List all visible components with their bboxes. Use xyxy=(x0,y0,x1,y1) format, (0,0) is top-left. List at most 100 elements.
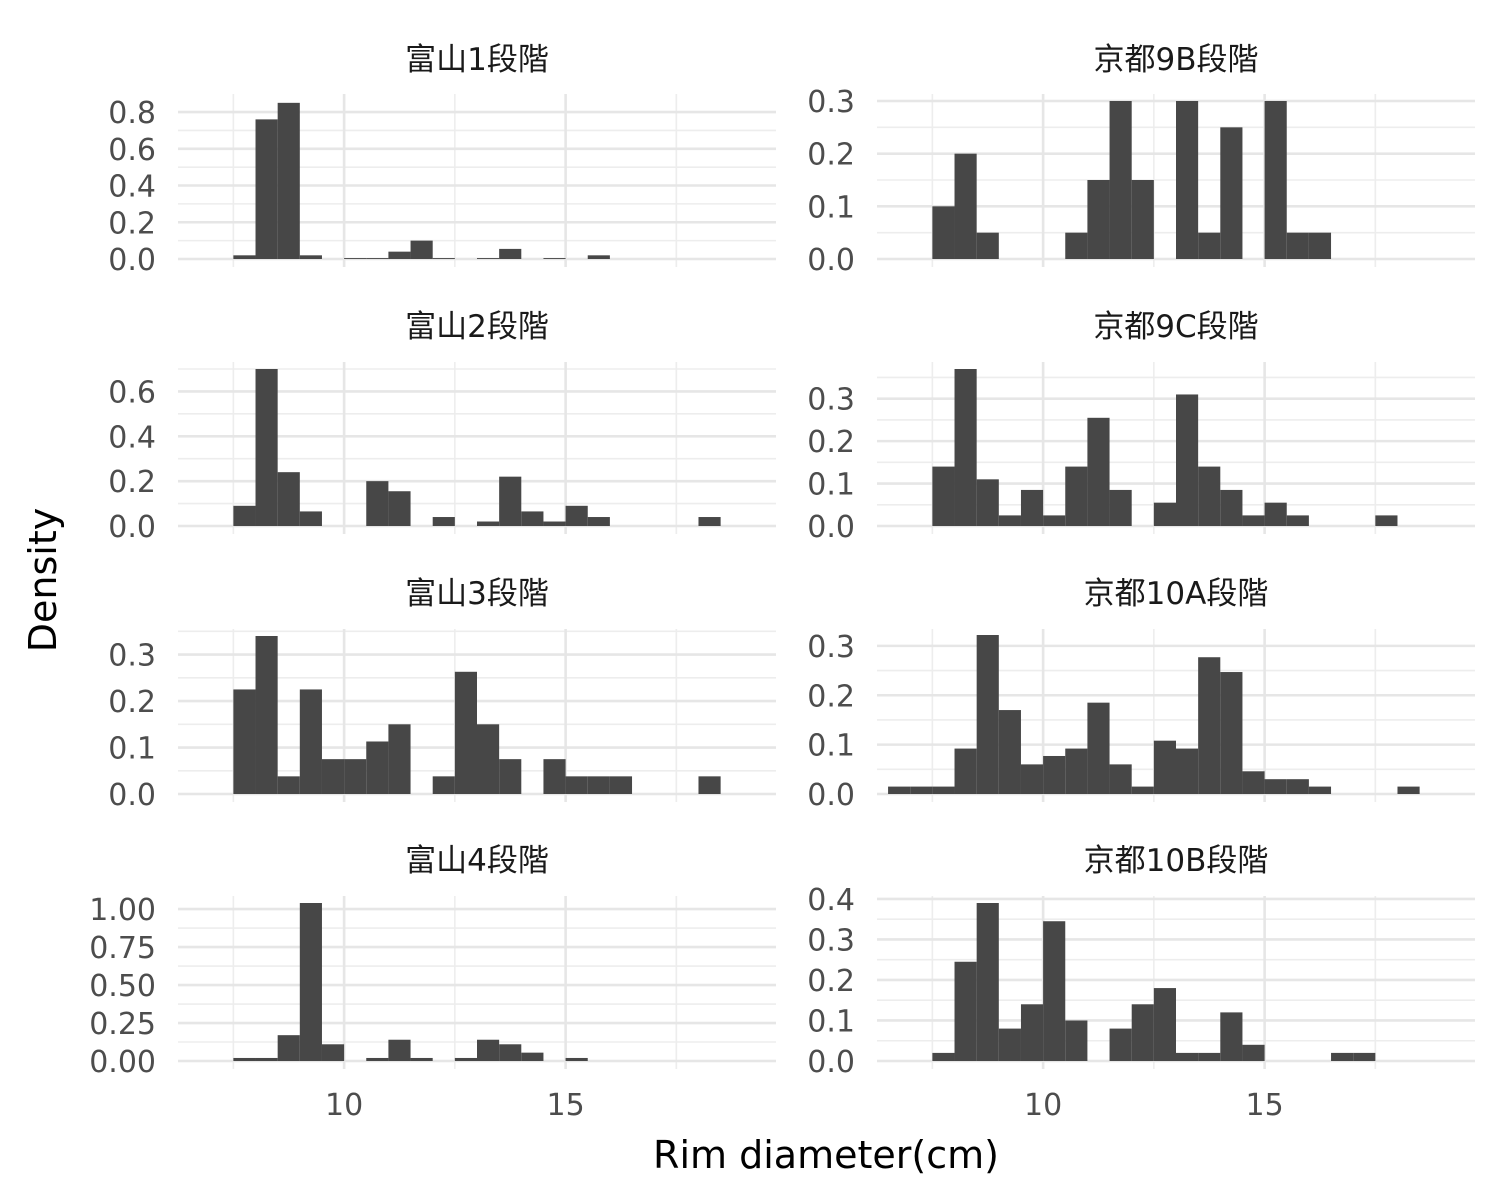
histogram-bar xyxy=(1242,771,1265,794)
histogram-bar xyxy=(1065,466,1088,526)
panel-0: 0.00.20.40.60.8 富山1段階 xyxy=(108,42,776,278)
histogram-bar xyxy=(1065,748,1088,794)
histogram-bar xyxy=(1198,232,1221,259)
histogram-bar xyxy=(1264,502,1287,526)
histogram-bar xyxy=(410,240,433,259)
histogram-bar xyxy=(1176,101,1199,259)
histogram-bar xyxy=(1176,394,1199,526)
histogram-bar xyxy=(255,119,278,259)
histogram-bar xyxy=(277,472,300,526)
histogram-bar xyxy=(366,1057,389,1061)
histogram-bar xyxy=(1109,764,1132,794)
histogram-bar xyxy=(344,258,367,259)
histogram-bar xyxy=(954,153,977,259)
histogram-bar xyxy=(477,258,500,259)
histogram-bar xyxy=(1065,1020,1088,1061)
histogram-bar xyxy=(1087,180,1110,259)
histogram-bar xyxy=(954,748,977,794)
histogram-bar xyxy=(277,102,300,259)
histogram-bar xyxy=(698,517,721,526)
histogram-bar xyxy=(1176,1052,1199,1061)
histogram-bar xyxy=(910,786,933,794)
histogram-bar xyxy=(366,481,389,526)
histogram-bar xyxy=(932,206,955,259)
histogram-bar xyxy=(932,1052,955,1061)
histogram-bar xyxy=(1220,672,1243,794)
histogram-bar xyxy=(565,1057,588,1061)
histogram-bar xyxy=(1065,232,1088,259)
histogram-bar xyxy=(1308,232,1332,259)
histogram-bar xyxy=(954,369,977,526)
histogram-bar xyxy=(1153,740,1176,794)
y-tick-label: 0.2 xyxy=(108,465,156,500)
histogram-bar xyxy=(321,759,345,794)
histogram-bar xyxy=(344,759,367,794)
histogram-bar xyxy=(1020,764,1044,794)
panel-title: 京都9B段階 xyxy=(1094,42,1259,78)
histogram-bar xyxy=(388,251,411,259)
histogram-bar xyxy=(565,505,588,526)
panel-title: 京都10A段階 xyxy=(1084,576,1269,612)
histogram-bar xyxy=(499,1044,522,1061)
histogram-bar xyxy=(1087,702,1110,794)
y-axis-title: Density xyxy=(21,508,65,652)
panel-2: 0.0 0.2 0.4 0.6 富山2段階 xyxy=(108,309,776,545)
y-tick-label: 0.2 xyxy=(807,138,855,173)
histogram-bar xyxy=(499,759,522,794)
panel-title: 京都9C段階 xyxy=(1093,309,1258,345)
histogram-bar xyxy=(410,1057,433,1061)
y-tick-label: 0.2 xyxy=(807,425,855,460)
y-tick-label: 0.4 xyxy=(108,170,156,205)
histogram-bar xyxy=(1109,101,1132,259)
histogram-bar xyxy=(499,476,522,526)
y-tick-label: 0.3 xyxy=(108,639,156,674)
y-tick-label: 0.50 xyxy=(89,969,156,1004)
histogram-bar xyxy=(976,232,999,259)
histogram-bar xyxy=(1198,657,1221,794)
panel-title: 富山4段階 xyxy=(405,843,549,879)
panel-title: 京都10B段階 xyxy=(1084,843,1269,879)
histogram-bar xyxy=(1153,988,1176,1061)
histogram-bar xyxy=(932,786,955,794)
histogram-bar xyxy=(1020,1004,1044,1061)
histogram-bar xyxy=(366,258,389,259)
y-tick-label: 0.1 xyxy=(807,190,855,225)
y-tick-label: 0.2 xyxy=(108,685,156,720)
histogram-bar xyxy=(1153,502,1176,526)
histogram-bar xyxy=(477,521,500,526)
histogram-bar xyxy=(299,689,322,794)
histogram-bar xyxy=(1331,1052,1354,1061)
histogram-bar xyxy=(932,466,955,526)
histogram-bar xyxy=(1109,489,1132,526)
panel-1: 0.0 0.1 0.2 0.3 京都9B段階 xyxy=(807,42,1475,278)
y-tick-label: 0.1 xyxy=(108,732,156,767)
histogram-bar xyxy=(1264,779,1287,794)
histogram-bar xyxy=(454,671,477,794)
y-tick-label: 0.2 xyxy=(807,964,855,999)
histogram-bar xyxy=(255,369,278,526)
x-axis-title: Rim diameter(cm) xyxy=(653,1133,999,1177)
y-tick-label: 0.0 xyxy=(807,1045,855,1080)
histogram-bar xyxy=(1220,127,1243,259)
y-tick-label: 0.6 xyxy=(108,133,156,168)
y-tick-label: 0.2 xyxy=(807,679,855,714)
y-tick-label: 0.00 xyxy=(89,1045,156,1080)
y-tick-label: 0.0 xyxy=(108,243,156,278)
histogram-bar xyxy=(1087,417,1110,526)
histogram-bar xyxy=(998,1028,1021,1061)
x-tick-label: 10 xyxy=(1024,1088,1062,1123)
histogram-bar xyxy=(587,255,610,259)
panel-4: 0.0 0.1 0.2 0.3 富山3段階 xyxy=(108,576,776,813)
histogram-bar xyxy=(299,255,322,259)
y-tick-label: 0.0 xyxy=(108,510,156,545)
histogram-bar xyxy=(565,776,588,794)
y-tick-label: 1.00 xyxy=(89,893,156,928)
histogram-bar xyxy=(1043,515,1066,526)
histogram-bar xyxy=(543,521,566,526)
histogram-bar xyxy=(233,1057,256,1061)
histogram-bar xyxy=(609,776,633,794)
histogram-bar xyxy=(976,479,999,526)
histogram-bar xyxy=(1198,466,1221,526)
panel-title: 富山2段階 xyxy=(405,309,549,345)
panel-5: 0.0 0.1 0.2 0.3 京都10A段階 xyxy=(807,576,1475,813)
